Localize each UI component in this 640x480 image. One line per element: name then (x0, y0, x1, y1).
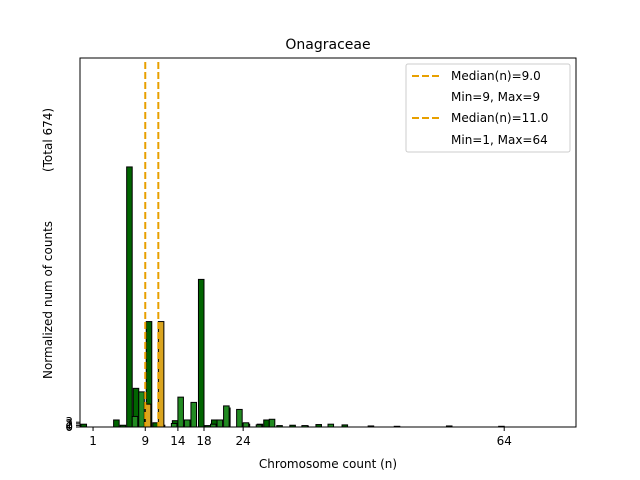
y-tick-label-2: 2 (65, 417, 73, 431)
x-tick-label-18: 18 (196, 434, 211, 448)
bar-light-23 (236, 408, 243, 428)
bar-dark-7 (126, 166, 133, 428)
y-tick-label-3: 3 (65, 415, 73, 429)
x-tick-label-9: 9 (141, 434, 149, 448)
bar-light-13 (170, 422, 178, 428)
plot-area (79, 57, 577, 428)
x-tick-label-1: 1 (89, 434, 97, 448)
legend-entry-range-1: Min=9, Max=9 (451, 90, 540, 104)
x-tick-label-24: 24 (236, 434, 251, 448)
bar-dark-18 (197, 278, 205, 428)
legend: Median(n)=9.0 Min=9, Max=9 Median(n)=11.… (405, 63, 571, 153)
x-tick-label-14: 14 (170, 434, 185, 448)
bar-light-28 (268, 418, 276, 428)
bar-light-15 (183, 419, 191, 428)
legend-entry-range-2: Min=1, Max=64 (451, 133, 548, 147)
x-axis-label: Chromosome count (n) (259, 457, 397, 471)
bar-light-7 (131, 415, 139, 428)
x-axis-ticks: 1 9 14 18 24 64 (89, 427, 512, 448)
bar-light-14 (177, 396, 184, 428)
y-tick-label-1: 1 (65, 418, 73, 432)
bar-dark-28 (263, 419, 270, 428)
chart-title: Onagraceae (285, 37, 370, 53)
median-lines (144, 62, 160, 427)
bar-light-21 (223, 405, 230, 428)
legend-entry-median-2: Median(n)=11.0 (451, 111, 548, 125)
bar-light-8 (138, 391, 145, 428)
x-tick-label-64: 64 (497, 434, 512, 448)
legend-entry-median-1: Median(n)=9.0 (451, 69, 541, 83)
y-axis-total-label: (Total 674) (41, 108, 55, 172)
bar-light-16 (190, 401, 197, 428)
bar-dark-5 (113, 419, 120, 428)
legend-box (405, 63, 571, 153)
bar-light-24 (242, 422, 250, 428)
y-axis-label: Normalized num of counts (41, 221, 55, 379)
y-tick-label-0: 0 (65, 420, 73, 434)
bar-light-20 (216, 419, 224, 428)
